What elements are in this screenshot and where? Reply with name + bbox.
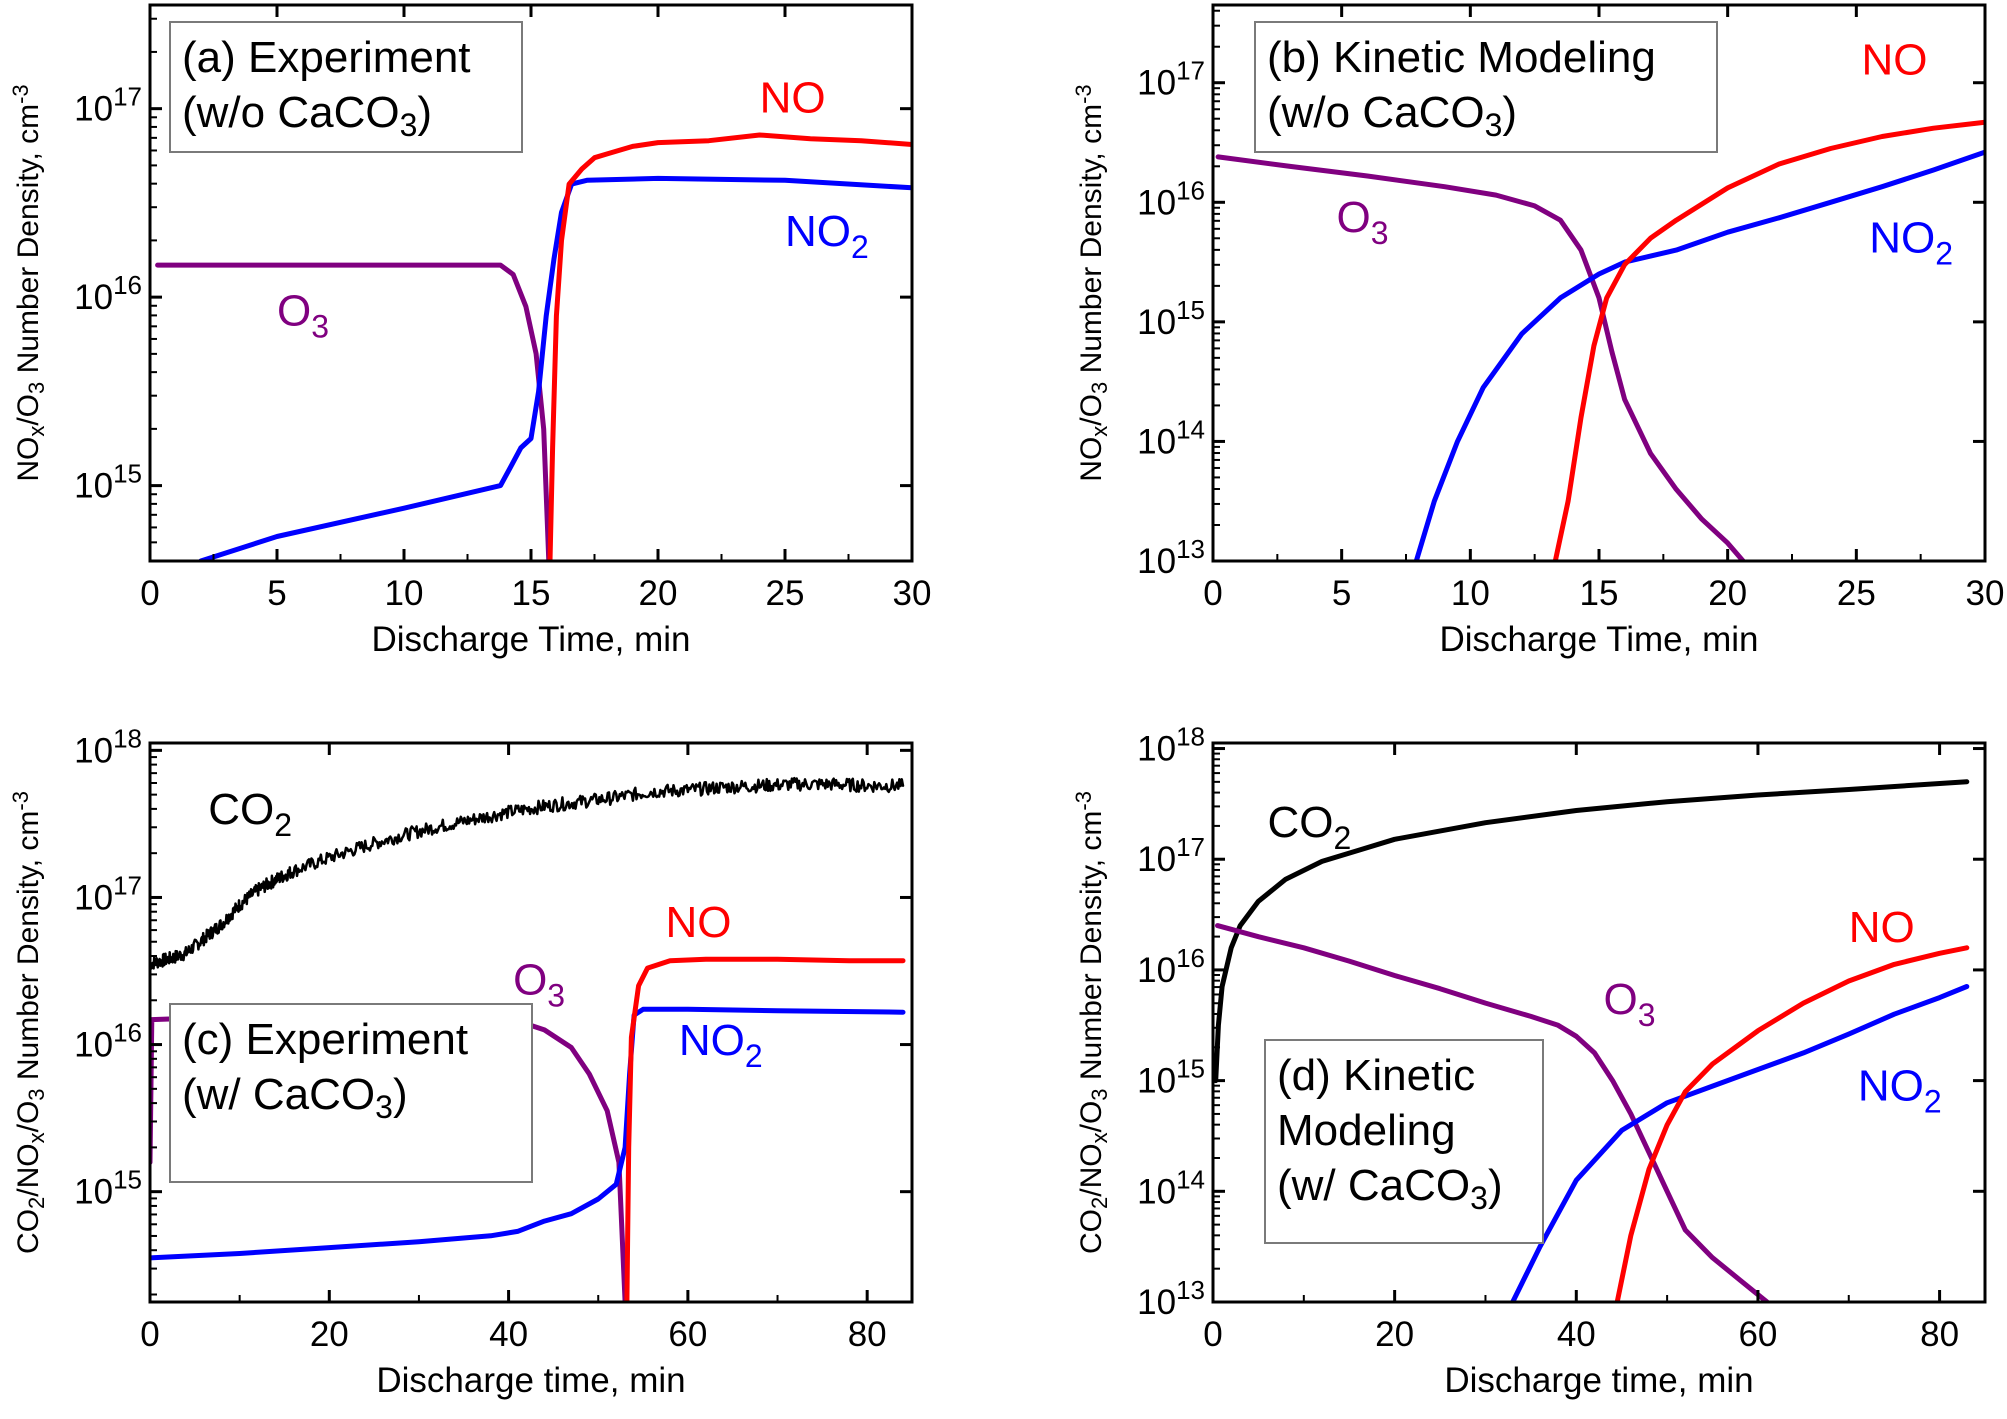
species-label-no2: NO2 [1869, 214, 1953, 272]
series-no2-line [198, 175, 912, 561]
species-label-no2: NO2 [679, 1016, 763, 1074]
y-tick-label: 1016 [74, 1018, 142, 1065]
x-tick-label: 20 [1708, 574, 1747, 613]
panel-title-line: (d) Kinetic [1277, 1051, 1475, 1100]
chart-panel-d: 0 20 40 60 80 1013 1014 1015 1016 1017 1018 Dischar… [1071, 722, 1987, 1400]
panel-title-line: (b) Kinetic Modeling [1267, 33, 1656, 82]
x-tick-label: 0 [1203, 1315, 1222, 1354]
y-tick-label: 1013 [1137, 534, 1205, 581]
y-tick-label: 1015 [74, 1165, 142, 1212]
species-label-no: NO [1849, 903, 1915, 952]
series-no2-line [1413, 149, 1985, 561]
species-label-no2: NO2 [1858, 1062, 1942, 1120]
series-no2-line [1510, 984, 1970, 1302]
y-tick-label: 1016 [1137, 175, 1205, 222]
x-tick-label: 0 [140, 574, 159, 613]
y-tick-label: 1015 [74, 459, 142, 506]
series-o3-line [1215, 923, 1770, 1302]
series-no-line [1614, 945, 1970, 1302]
x-tick-label: 20 [639, 574, 678, 613]
y-tick-label: 1018 [1137, 722, 1205, 769]
x-tick-label: 15 [1580, 574, 1619, 613]
x-tick-label: 30 [893, 574, 932, 613]
panel-title-line: Modeling [1277, 1106, 1456, 1155]
y-tick-label: 1017 [74, 870, 142, 917]
species-label-co2: CO2 [208, 785, 292, 843]
x-tick-label: 0 [140, 1315, 159, 1354]
y-axis-label: NOx​/O3​ Number Density, cm-3​ [8, 84, 49, 481]
panel-title-line: (a) Experiment [182, 33, 471, 82]
x-tick-label: 25 [1837, 574, 1876, 613]
x-tick-label: 40 [1557, 1315, 1596, 1354]
x-tick-label: 15 [512, 574, 551, 613]
x-tick-label: 60 [668, 1315, 707, 1354]
species-label-no: NO [1861, 35, 1927, 84]
panel-title-box [169, 21, 523, 153]
panel-title-box [169, 1003, 533, 1183]
y-axis-label: CO2​/NOx​/O3​ Number Density, cm-3​ [1071, 791, 1112, 1254]
chart-panel-c: 0 20 40 60 80 1015 1016 1017 1018 Discharge time,… [8, 723, 914, 1400]
x-tick-label: 5 [267, 574, 286, 613]
plot-frame [1211, 741, 1987, 1304]
species-label-no2: NO2 [785, 207, 869, 265]
species-label-co2: CO2 [1267, 798, 1351, 856]
x-tick-label: 30 [1966, 574, 2005, 613]
y-tick-label: 1016 [74, 270, 142, 317]
x-tick-label: 10 [1451, 574, 1490, 613]
y-tick-label: 1014 [1137, 414, 1205, 461]
x-axis-label: Discharge Time, min [1440, 620, 1759, 659]
x-tick-label: 10 [385, 574, 424, 613]
y-tick-label: 1015 [1137, 295, 1205, 342]
x-tick-label: 60 [1738, 1315, 1777, 1354]
series-no-line [1552, 119, 1985, 561]
chart-panel-b: 0 5 10 15 20 25 3010131014101510161017Discharg… [1071, 3, 2005, 659]
panel-title-line: (w/ CaCO3​) [182, 1070, 408, 1125]
x-axis-label: Discharge Time, min [372, 620, 691, 659]
panel-title-line: (w/ CaCO3​) [1277, 1161, 1503, 1216]
species-label-o3: O3 [1337, 193, 1389, 251]
panel-title-line: (w/o CaCO3​) [1267, 88, 1517, 143]
panel-title-box [1254, 21, 1718, 153]
x-axis-label: Discharge time, min [376, 1361, 685, 1400]
y-axis-label: NOx​/O3​ Number Density, cm-3​ [1071, 84, 1112, 481]
x-tick-label: 80 [1920, 1315, 1959, 1354]
series-o3-line [155, 262, 552, 561]
series-no-line [624, 956, 906, 1302]
x-tick-label: 80 [848, 1315, 887, 1354]
panel-title-line: (w/o CaCO3​) [182, 88, 432, 143]
y-tick-label: 1015 [1137, 1054, 1205, 1101]
species-label-no: NO [760, 73, 826, 122]
y-tick-label: 1016 [1137, 943, 1205, 990]
panel-title-box [1264, 1039, 1544, 1244]
series-o3-line [1215, 154, 1746, 561]
panel-title-line: (c) Experiment [182, 1015, 468, 1064]
series-no-line [547, 132, 912, 561]
y-tick-label: 1013 [1137, 1275, 1205, 1322]
y-tick-label: 1017 [74, 82, 142, 129]
series-no2-line [150, 1006, 906, 1261]
y-axis-label: CO2​/NOx​/O3​ Number Density, cm-3​ [8, 791, 49, 1254]
species-label-no: NO [665, 898, 731, 947]
x-axis-label: Discharge time, min [1444, 1361, 1753, 1400]
x-tick-label: 0 [1203, 574, 1222, 613]
series-co2-line [150, 776, 905, 970]
x-tick-label: 20 [310, 1315, 349, 1354]
y-tick-label: 1018 [74, 723, 142, 770]
species-label-o3: O3 [277, 286, 329, 344]
species-label-o3: O3 [1604, 975, 1656, 1033]
y-tick-label: 1017 [1137, 56, 1205, 103]
species-label-o3: O3 [513, 956, 565, 1014]
x-tick-label: 5 [1332, 574, 1351, 613]
series-co2-line [1213, 779, 1970, 1084]
y-tick-label: 1014 [1137, 1164, 1205, 1211]
x-tick-label: 40 [489, 1315, 528, 1354]
x-tick-label: 20 [1375, 1315, 1414, 1354]
y-tick-label: 1017 [1137, 832, 1205, 879]
plot-frame [148, 741, 914, 1304]
x-tick-label: 25 [766, 574, 805, 613]
